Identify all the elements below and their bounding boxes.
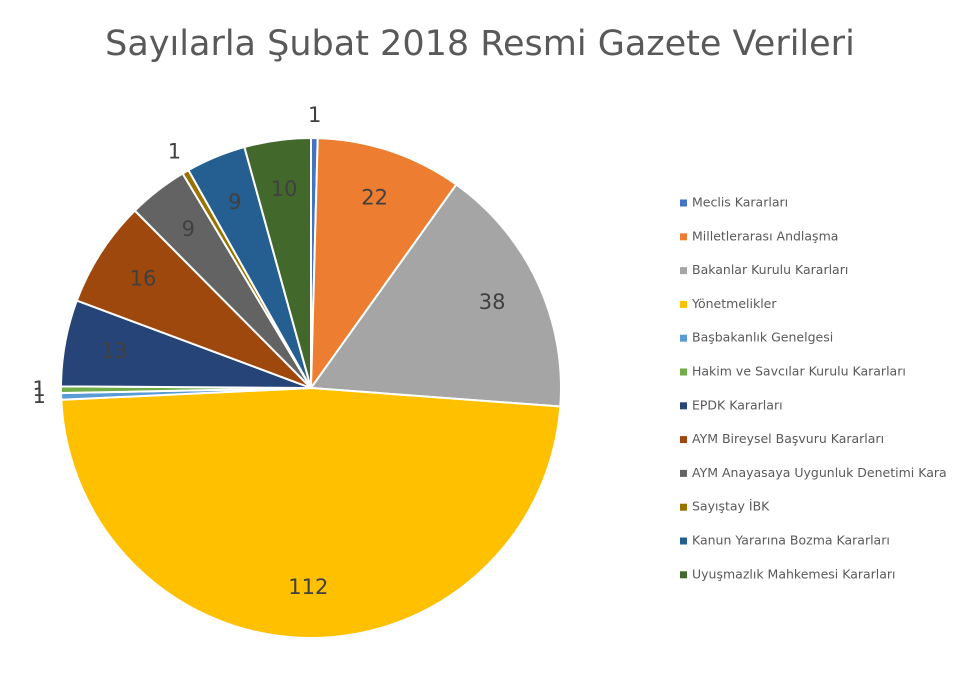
data-label: 1 <box>32 384 45 408</box>
chart-title: Sayılarla Şubat 2018 Resmi Gazete Verile… <box>105 24 855 64</box>
data-label: 13 <box>101 339 128 363</box>
legend-label: AYM Bireysel Başvuru Kararları <box>692 431 884 446</box>
pie-slice <box>309 137 458 392</box>
legend-label: Meclis Kararları <box>692 195 788 210</box>
data-label: 16 <box>130 267 157 291</box>
legend-marker <box>680 334 687 342</box>
legend-label: Uyuşmazlık Mahkemesi Kararları <box>692 566 896 581</box>
legend-marker <box>680 436 687 444</box>
pie-slice <box>75 209 312 389</box>
legend-marker <box>680 267 687 275</box>
data-label: 22 <box>361 185 388 209</box>
legend-marker <box>680 537 687 545</box>
legend-marker <box>680 199 687 207</box>
legend-marker <box>680 571 687 579</box>
legend-marker <box>680 368 687 376</box>
data-label: 38 <box>479 290 506 314</box>
legend-label: Başbakanlık Genelgesi <box>692 330 833 345</box>
legend-label: Bakanlar Kurulu Kararları <box>692 262 848 277</box>
legend-marker <box>680 503 687 511</box>
legend-marker <box>680 300 687 308</box>
data-label: 1 <box>168 140 181 164</box>
data-label: 1 <box>308 103 321 127</box>
data-label: 9 <box>228 190 241 214</box>
legend-marker <box>680 233 687 241</box>
pie-slice <box>60 386 562 639</box>
data-label: 10 <box>271 177 298 201</box>
data-label: 9 <box>182 217 195 241</box>
legend-label: AYM Anayasaya Uygunluk Denetimi Kara <box>692 465 947 480</box>
legend-label: Kanun Yararına Bozma Kararları <box>692 533 890 548</box>
legend-label: EPDK Kararları <box>692 397 783 412</box>
legend-label: Hakim ve Savcılar Kurulu Kararları <box>692 364 906 379</box>
pie-slice <box>243 136 312 389</box>
data-label: 1 <box>32 377 45 401</box>
legend-label: Yönetmelikler <box>691 296 777 311</box>
legend-marker <box>680 402 687 410</box>
data-label: 112 <box>288 575 328 599</box>
legend-label: Sayıştay İBK <box>692 499 770 514</box>
legend-marker <box>680 469 687 477</box>
legend-label: Milletlerarası Andlaşma <box>692 228 838 243</box>
pie-slice <box>309 183 562 408</box>
